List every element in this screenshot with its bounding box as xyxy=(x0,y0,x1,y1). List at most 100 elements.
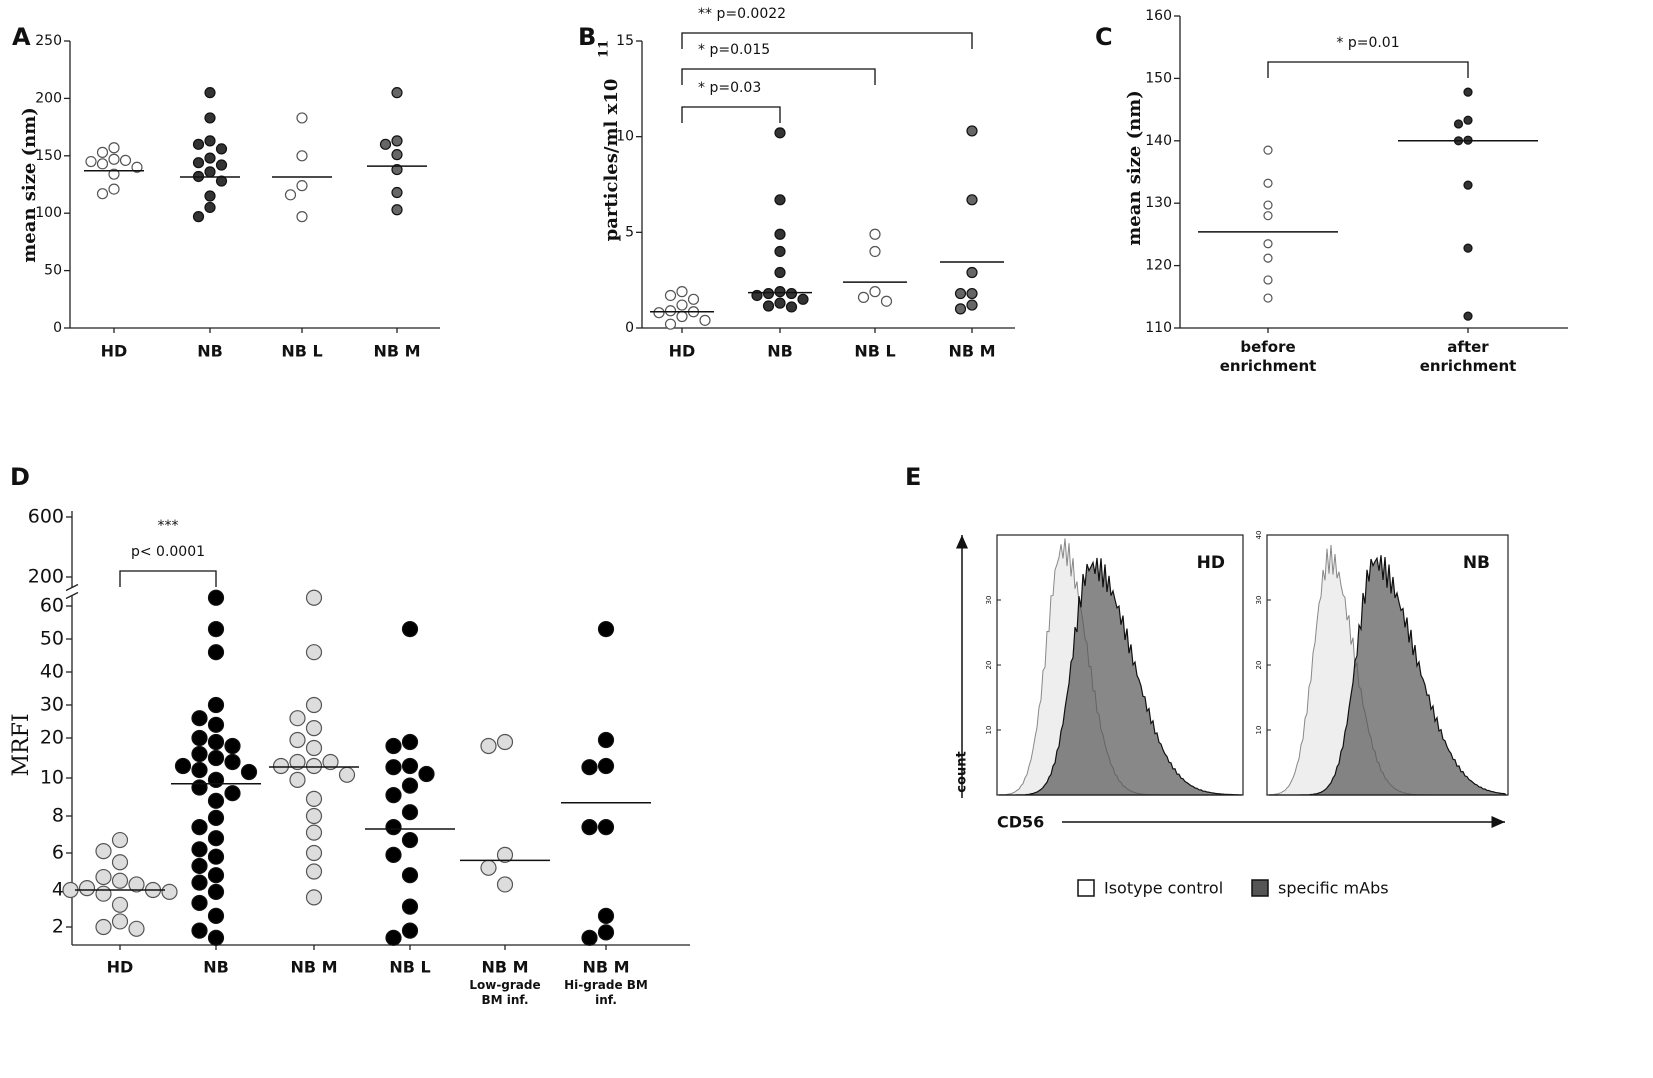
data-point xyxy=(207,644,225,661)
panel-letter: D xyxy=(10,463,30,491)
data-point xyxy=(305,719,323,737)
y-tick-label: 40 xyxy=(40,661,64,683)
data-point xyxy=(857,291,870,303)
x-tick-sublabel-text: Hi-grade BM inf. xyxy=(564,978,648,1007)
data-point xyxy=(204,166,216,178)
data-point xyxy=(215,143,228,155)
panel-letter: E xyxy=(905,463,921,491)
data-point xyxy=(954,287,967,300)
data-point xyxy=(338,766,356,783)
data-point xyxy=(296,112,308,124)
y-tick-label: 30 xyxy=(40,694,64,716)
panel-letter: B xyxy=(578,23,596,51)
x-tick-label: HD xyxy=(101,342,128,361)
y-tick-label: 2 xyxy=(52,916,64,938)
data-point xyxy=(85,155,97,168)
data-point xyxy=(305,863,323,880)
y-tick-label: 4 xyxy=(52,879,64,901)
data-point xyxy=(305,790,323,808)
data-point xyxy=(204,135,216,147)
data-point xyxy=(207,589,225,606)
data-point xyxy=(204,152,216,164)
data-point xyxy=(597,731,615,749)
data-point xyxy=(676,299,688,311)
data-point xyxy=(1453,119,1464,129)
data-point xyxy=(305,889,323,906)
data-point xyxy=(204,87,216,99)
significance-label: ** p=0.0022 xyxy=(698,6,786,22)
data-point xyxy=(191,745,208,763)
x-tick-sublabel: Low-grade BM inf. xyxy=(469,978,540,1007)
y-tick-label: 50 xyxy=(40,628,64,650)
data-point xyxy=(207,696,225,714)
data-point xyxy=(119,154,132,166)
data-point xyxy=(191,841,208,858)
y-tick-label: 10 xyxy=(985,726,993,735)
data-point xyxy=(1263,145,1273,155)
data-point xyxy=(207,929,225,946)
data-point xyxy=(96,188,109,200)
data-point xyxy=(785,287,798,300)
data-point xyxy=(480,737,497,755)
data-point xyxy=(207,907,225,925)
data-point xyxy=(774,286,786,298)
x-tick-label: NB xyxy=(197,342,223,361)
y-axis-label: mean size (nm) xyxy=(1124,90,1145,246)
data-point xyxy=(305,589,323,606)
significance-bracket xyxy=(681,68,876,85)
data-point xyxy=(322,753,339,771)
data-point xyxy=(207,883,225,900)
data-point xyxy=(1463,243,1473,253)
data-point xyxy=(207,620,225,638)
data-point xyxy=(305,644,323,661)
data-point xyxy=(1263,253,1273,263)
data-point xyxy=(1463,311,1473,321)
data-point xyxy=(272,757,290,775)
data-point xyxy=(191,710,208,727)
panel-letter: C xyxy=(1095,23,1113,51)
data-point xyxy=(207,830,225,847)
data-point xyxy=(954,303,967,315)
x-tick-label: NB xyxy=(203,958,229,977)
data-point xyxy=(284,189,297,201)
y-tick-label: 250 xyxy=(35,33,62,49)
y-tick-label: 8 xyxy=(52,805,64,827)
data-point xyxy=(128,876,145,893)
data-point xyxy=(108,153,120,165)
significance-stars: *** xyxy=(158,518,179,534)
x-tick-label: NB M xyxy=(582,958,629,977)
y-tick-label: 110 xyxy=(1145,320,1172,336)
x-tick-label: HD xyxy=(669,342,696,361)
y-tick-label: 600 xyxy=(28,506,64,528)
data-point xyxy=(385,759,402,776)
legend-swatch xyxy=(1251,879,1269,897)
data-point xyxy=(111,831,129,849)
data-point xyxy=(191,857,208,875)
data-point xyxy=(774,194,786,206)
data-point xyxy=(192,138,205,150)
data-point xyxy=(1263,239,1273,249)
data-point xyxy=(774,127,786,139)
data-point xyxy=(797,293,809,305)
y-tick-label: 20 xyxy=(1255,661,1263,670)
data-point xyxy=(289,771,306,789)
data-point xyxy=(305,807,323,825)
data-point xyxy=(391,87,403,99)
panel-letter: A xyxy=(12,23,31,51)
data-point xyxy=(215,159,228,171)
data-point xyxy=(204,112,216,124)
data-point xyxy=(401,620,419,638)
significance-label: * p=0.015 xyxy=(698,42,770,58)
data-point xyxy=(1463,180,1473,190)
data-point xyxy=(762,300,775,312)
data-point xyxy=(191,874,208,891)
data-point xyxy=(687,293,700,305)
x-tick-label-text: before enrichment xyxy=(1219,338,1317,375)
data-point xyxy=(207,716,225,733)
data-point xyxy=(676,286,688,298)
data-point xyxy=(401,804,419,821)
data-point xyxy=(191,761,208,779)
data-point xyxy=(391,186,403,199)
legend-label: Isotype control xyxy=(1104,879,1223,898)
data-point xyxy=(880,295,893,307)
